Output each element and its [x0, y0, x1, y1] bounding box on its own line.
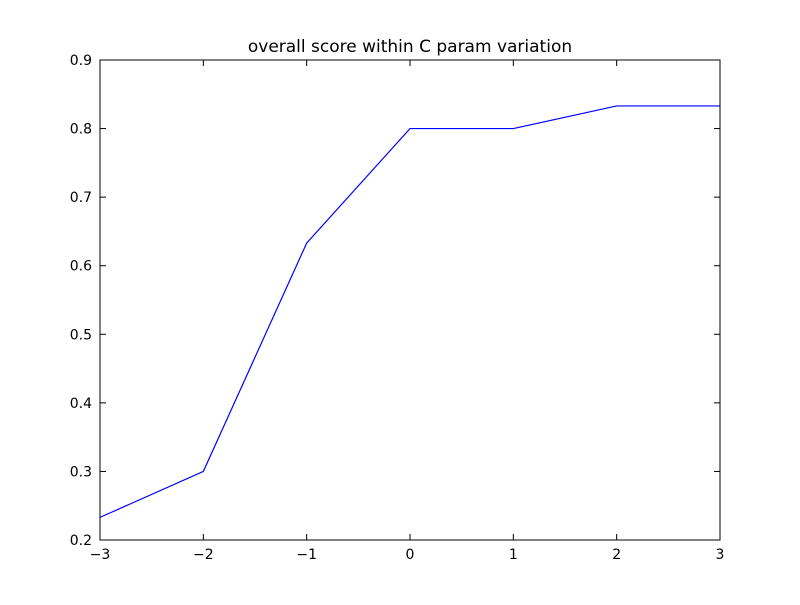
- x-tick-label: 2: [612, 547, 621, 563]
- x-tick-label: −3: [90, 547, 111, 563]
- y-tick-label: 0.5: [70, 327, 92, 343]
- y-tick-label: 0.4: [70, 396, 92, 412]
- x-tick-label: −1: [296, 547, 317, 563]
- y-tick-label: 0.3: [70, 464, 92, 480]
- y-tick-label: 0.6: [70, 259, 92, 275]
- y-tick-label: 0.9: [70, 53, 92, 69]
- plot-area: [100, 60, 720, 540]
- y-tick-label: 0.2: [70, 533, 92, 549]
- chart-title: overall score within C param variation: [248, 37, 572, 57]
- y-tick-label: 0.7: [70, 190, 92, 206]
- x-tick-label: 3: [716, 547, 725, 563]
- x-tick-label: −2: [193, 547, 214, 563]
- plot-background: [100, 60, 720, 540]
- y-tick-label: 0.8: [70, 122, 92, 138]
- x-tick-label: 1: [509, 547, 518, 563]
- x-tick-label: 0: [406, 547, 415, 563]
